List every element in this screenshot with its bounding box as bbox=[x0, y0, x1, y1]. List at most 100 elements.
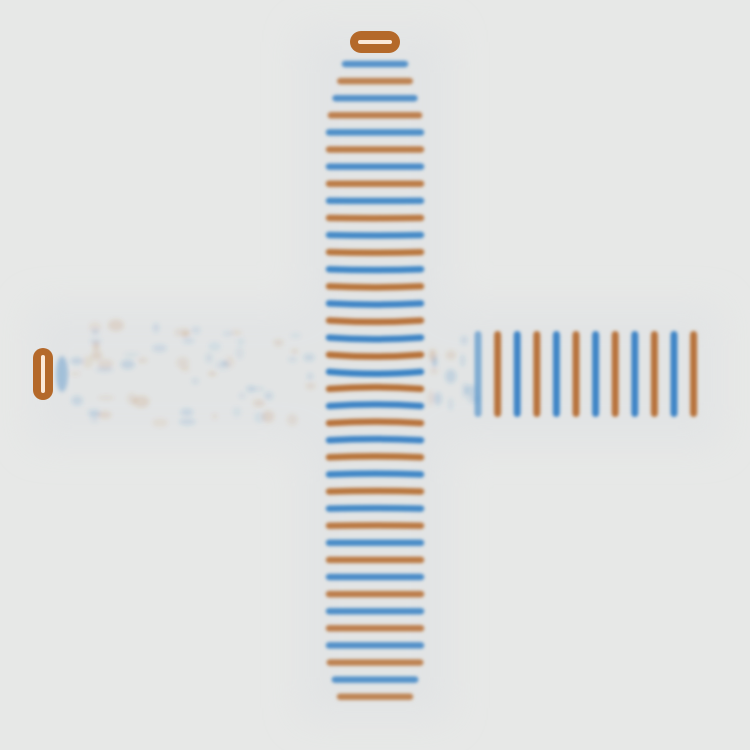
wave-crest-stripe bbox=[325, 283, 425, 291]
faint-ripple bbox=[445, 369, 457, 384]
faint-ripple bbox=[235, 347, 244, 359]
faint-ripple bbox=[211, 413, 218, 420]
faint-ripple bbox=[465, 384, 477, 396]
wave-trough-stripe bbox=[332, 94, 418, 102]
faint-ripple bbox=[430, 367, 438, 375]
faint-ripple bbox=[182, 337, 195, 344]
faint-ripple bbox=[287, 414, 298, 426]
faint-ripple bbox=[303, 353, 315, 362]
left-arm-ripples bbox=[69, 319, 480, 428]
wave-trough-stripe bbox=[325, 470, 425, 478]
faint-ripple bbox=[208, 371, 217, 376]
faint-ripple bbox=[71, 395, 83, 406]
wave-trough-stripe bbox=[325, 573, 425, 581]
wave-crest-stripe bbox=[325, 522, 425, 529]
wave-crest-stripe bbox=[325, 383, 425, 393]
faint-ripple bbox=[290, 332, 301, 339]
faint-ripple bbox=[152, 418, 168, 428]
wave-trough-stripe bbox=[325, 607, 425, 615]
faint-ripple bbox=[69, 371, 81, 376]
faint-ripple bbox=[123, 352, 140, 358]
wave-crest-stripe bbox=[325, 418, 425, 427]
wave-trough-stripe bbox=[325, 129, 425, 136]
faint-ripple bbox=[152, 344, 167, 353]
faint-ripple bbox=[224, 356, 235, 368]
wave-crest-stripe bbox=[325, 317, 425, 326]
wave-trough-stripe bbox=[513, 331, 521, 417]
wave-crest-stripe bbox=[325, 556, 425, 564]
wave-trough-stripe bbox=[325, 163, 425, 170]
wave-crest-stripe bbox=[325, 625, 425, 632]
wave-trough-stripe bbox=[325, 642, 425, 649]
wave-crest-stripe bbox=[325, 590, 425, 598]
wave-crest-stripe bbox=[494, 331, 502, 417]
wave-crest-stripe bbox=[326, 659, 424, 666]
wave-trough-stripe bbox=[325, 539, 425, 547]
faint-ripple bbox=[462, 383, 468, 398]
faint-ripple bbox=[176, 357, 189, 369]
wave-trough-stripe bbox=[331, 676, 419, 683]
faint-ripple bbox=[445, 350, 456, 360]
wave-crest-stripe bbox=[325, 248, 425, 257]
wave-crest-stripe bbox=[611, 331, 619, 417]
faint-ripple bbox=[305, 382, 316, 390]
wave-crest-stripe bbox=[337, 77, 413, 85]
faint-ripple bbox=[236, 337, 245, 346]
faint-ripple bbox=[208, 341, 221, 352]
faint-ripple bbox=[205, 352, 213, 364]
faint-ripple bbox=[222, 331, 234, 336]
wave-crest-stripe bbox=[325, 214, 425, 222]
faint-ripple bbox=[174, 328, 192, 337]
faint-ripple bbox=[191, 326, 201, 335]
faint-ripple bbox=[70, 357, 84, 365]
left-source bbox=[33, 348, 68, 400]
faint-ripple bbox=[306, 372, 314, 380]
faint-ripple bbox=[92, 341, 100, 351]
faint-ripple bbox=[460, 335, 468, 345]
faint-ripple bbox=[252, 399, 265, 408]
wave-crest-stripe bbox=[325, 452, 425, 461]
faint-ripple bbox=[460, 354, 465, 367]
faint-ripple bbox=[127, 393, 137, 405]
faint-ripple bbox=[179, 418, 196, 426]
wave-trough-stripe bbox=[325, 435, 425, 444]
faint-ripple bbox=[432, 355, 438, 367]
wave-crest-stripe bbox=[650, 331, 658, 417]
faint-ripple bbox=[273, 339, 284, 347]
faint-ripple bbox=[90, 412, 99, 424]
faint-ripple bbox=[97, 410, 112, 419]
faint-ripple bbox=[108, 319, 124, 332]
wave-trough-stripe bbox=[325, 334, 425, 343]
top-source bbox=[350, 31, 400, 53]
wave-trough-stripe bbox=[631, 331, 639, 417]
wave-crest-stripe bbox=[325, 180, 425, 187]
wave-trough-stripe bbox=[474, 331, 482, 417]
faint-ripple bbox=[288, 356, 298, 363]
right-arm-wave-stripes bbox=[474, 331, 698, 417]
faint-ripple bbox=[91, 350, 103, 361]
faint-ripple bbox=[263, 391, 274, 401]
faint-ripple bbox=[137, 357, 148, 363]
faint-ripple bbox=[254, 412, 266, 423]
wave-trough-stripe bbox=[552, 331, 560, 417]
faint-ripple bbox=[427, 390, 435, 406]
wave-trough-stripe bbox=[670, 331, 678, 417]
wave-crest-stripe bbox=[327, 112, 423, 119]
wave-crest-stripe bbox=[690, 331, 698, 417]
wave-trough-stripe bbox=[325, 401, 425, 410]
wave-crest-stripe bbox=[325, 146, 425, 153]
wave-trough-stripe bbox=[325, 368, 425, 378]
faint-ripple bbox=[246, 385, 256, 393]
wave-trough-stripe bbox=[325, 300, 425, 308]
wave-crest-stripe bbox=[572, 331, 580, 417]
faint-ripple bbox=[180, 408, 194, 417]
wave-trough-stripe bbox=[325, 265, 425, 274]
faint-ripple bbox=[232, 406, 242, 418]
wave-trough-stripe bbox=[325, 231, 425, 239]
faint-ripple bbox=[97, 359, 114, 369]
wave-crest-stripe bbox=[336, 693, 414, 700]
faint-ripple bbox=[238, 392, 246, 399]
faint-ripple bbox=[98, 395, 115, 400]
wave-crest-stripe bbox=[533, 331, 541, 417]
